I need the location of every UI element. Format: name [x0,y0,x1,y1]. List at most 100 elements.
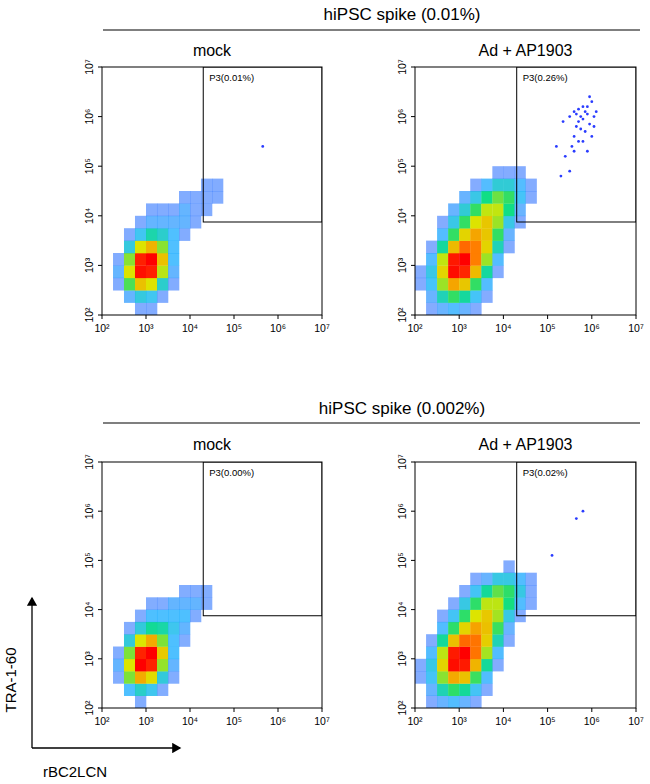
density-cell [526,634,537,647]
x-tick-label: 10⁵ [540,715,556,727]
density-cell [470,228,481,241]
density-cell [448,671,459,684]
density-cell [437,659,448,672]
density-cell [481,278,492,291]
y-tick [98,166,102,167]
density-cell [146,597,157,610]
density-cell [514,179,525,192]
density-cell [201,622,212,635]
density-cell [135,610,146,623]
density-cell [179,610,190,623]
density-cell [168,278,179,291]
density-cell [190,548,201,561]
x-tick-label: 10² [94,322,110,334]
density-cell [135,179,146,192]
density-cell [526,241,537,254]
density-cell [135,573,146,586]
density-cell [179,265,190,278]
density-cell [526,154,537,167]
density-cell [212,683,223,696]
density-cell [415,671,426,684]
density-cell [514,154,525,167]
x-tick-label: 10⁵ [226,322,242,334]
density-cell [526,683,537,696]
density-cell [481,647,492,660]
density-cell [201,141,212,154]
x-tick-label: 10⁶ [584,322,600,334]
density-cell [212,141,223,154]
density-cell [426,560,437,573]
event-dot [577,140,580,143]
density-cell [415,536,426,549]
density-cell [135,203,146,216]
density-cell [157,585,168,598]
density-cell [459,141,470,154]
x-tick [102,315,103,319]
density-cell [190,634,201,647]
density-cell [481,585,492,598]
density-cell [437,696,448,708]
density-cell [190,536,201,549]
density-cell [503,548,514,561]
density-cell [514,228,525,241]
density-cell [212,278,223,291]
density-cell [415,228,426,241]
plot-frame [102,462,322,708]
density-cell [514,683,525,696]
density-cell [157,622,168,635]
density-cell [124,241,135,254]
density-cell [157,610,168,623]
y-tick-label: 10² [396,307,408,323]
density-cell [448,303,459,315]
density-cell [102,647,113,660]
density-cell [470,683,481,696]
density-cell [481,610,492,623]
density-cell [481,659,492,672]
density-cell [124,228,135,241]
event-dot [582,510,585,513]
density-cell [179,241,190,254]
density-cell [113,179,124,192]
density-cell [415,179,426,192]
density-cell [146,634,157,647]
density-cell [492,166,503,179]
density-cell [157,683,168,696]
density-cell [526,585,537,598]
gate [203,67,322,222]
density-cell [514,696,525,708]
density-cell [492,253,503,266]
density-cell [168,253,179,266]
density-cell [179,536,190,549]
y-tick [411,315,415,316]
density-cell [135,191,146,204]
density-cell [470,622,481,635]
density-cell [168,585,179,598]
density-cell [179,179,190,192]
density-cell [503,278,514,291]
density-cell [481,622,492,635]
density-cell [190,659,201,672]
density-cell [168,265,179,278]
density-cell [437,585,448,598]
density-cell [526,278,537,291]
x-tick-label: 10³ [138,322,154,334]
y-tick [411,215,415,216]
density-cell [157,696,168,708]
density-cell [503,166,514,179]
density-cell [514,647,525,660]
event-dot [261,145,264,148]
density-cell [426,216,437,229]
event-dot [564,155,567,158]
density-cell [526,141,537,154]
density-cell [212,154,223,167]
density-cell [201,278,212,291]
density-cell [503,585,514,598]
x-tick-label: 10⁴ [182,715,198,727]
x-tick [190,708,191,712]
density-cell [481,216,492,229]
x-tick-label: 10⁴ [495,715,511,727]
density-cell [415,597,426,610]
density-cell [124,166,135,179]
density-cell [102,597,113,610]
density-cell [190,241,201,254]
